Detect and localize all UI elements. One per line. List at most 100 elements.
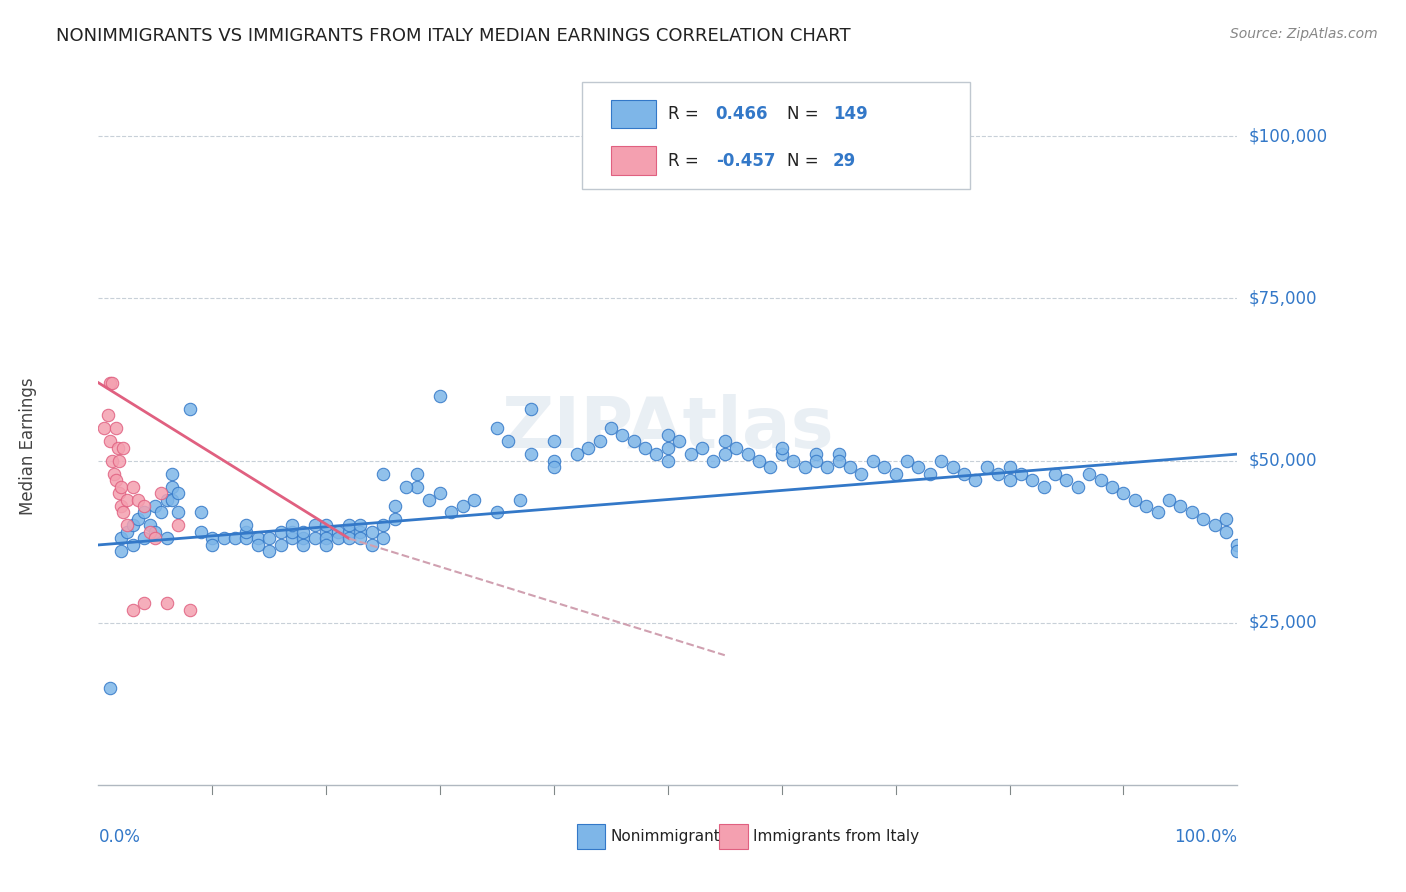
Point [1123, 492, 1146, 507]
Point [201, 532, 224, 546]
Point [828, 453, 851, 467]
Point [121, 603, 143, 617]
Point [384, 512, 406, 526]
Point [634, 441, 657, 455]
Point [326, 524, 349, 539]
Point [1146, 506, 1168, 520]
Text: Immigrants from Italy: Immigrants from Italy [754, 829, 920, 844]
Text: $100,000: $100,000 [1249, 128, 1327, 145]
Point [167, 506, 190, 520]
Point [782, 453, 804, 467]
Point [1226, 538, 1249, 552]
Point [270, 538, 292, 552]
Text: 149: 149 [832, 105, 868, 123]
Bar [576, 824, 605, 849]
Point [349, 524, 371, 539]
Point [98, 376, 121, 390]
Point [929, 453, 952, 467]
Point [246, 532, 269, 546]
Point [543, 434, 565, 449]
Point [804, 447, 827, 461]
Point [498, 434, 520, 449]
Point [815, 460, 838, 475]
Point [1067, 479, 1090, 493]
Point [115, 524, 138, 539]
Point [612, 427, 634, 442]
Text: $75,000: $75,000 [1249, 289, 1317, 308]
Point [384, 499, 406, 513]
Text: Source: ZipAtlas.com: Source: ZipAtlas.com [1230, 27, 1378, 41]
Point [725, 441, 748, 455]
Point [304, 518, 326, 533]
Point [110, 479, 132, 493]
Point [337, 518, 360, 533]
Point [1157, 492, 1180, 507]
Text: 100.0%: 100.0% [1174, 828, 1237, 846]
Point [127, 492, 149, 507]
Point [486, 506, 509, 520]
Point [429, 389, 451, 403]
Point [828, 447, 851, 461]
Point [1135, 499, 1157, 513]
Point [440, 506, 463, 520]
Point [132, 499, 155, 513]
Point [1192, 512, 1215, 526]
Point [112, 441, 135, 455]
Point [145, 532, 167, 546]
Point [315, 518, 337, 533]
Point [1010, 467, 1032, 481]
Point [702, 453, 724, 467]
Point [714, 447, 737, 461]
Point [543, 460, 565, 475]
Point [145, 524, 167, 539]
Point [235, 518, 257, 533]
Point [246, 538, 269, 552]
Point [132, 532, 155, 546]
Text: ZIPAtlas: ZIPAtlas [502, 393, 834, 463]
Point [132, 506, 155, 520]
Point [108, 486, 131, 500]
Point [486, 421, 509, 435]
Point [371, 467, 394, 481]
Point [201, 538, 224, 552]
Point [96, 408, 118, 422]
Point [737, 447, 759, 461]
Point [93, 421, 115, 435]
Point [162, 492, 184, 507]
Point [839, 460, 862, 475]
Point [121, 479, 143, 493]
Point [190, 506, 212, 520]
Point [150, 486, 173, 500]
Point [896, 453, 918, 467]
Point [451, 499, 474, 513]
Point [804, 453, 827, 467]
Point [759, 460, 782, 475]
Point [714, 434, 737, 449]
Text: 0.466: 0.466 [716, 105, 768, 123]
Point [326, 532, 349, 546]
Point [851, 467, 873, 481]
Point [623, 434, 645, 449]
Point [1215, 512, 1237, 526]
Point [292, 524, 315, 539]
Text: R =: R = [668, 152, 704, 169]
Point [1032, 479, 1054, 493]
Text: N =: N = [787, 105, 824, 123]
Point [1021, 473, 1043, 487]
Point [315, 532, 337, 546]
Point [1043, 467, 1066, 481]
Point [167, 486, 190, 500]
Text: NONIMMIGRANTS VS IMMIGRANTS FROM ITALY MEDIAN EARNINGS CORRELATION CHART: NONIMMIGRANTS VS IMMIGRANTS FROM ITALY M… [56, 27, 851, 45]
Point [1181, 506, 1204, 520]
Point [793, 460, 815, 475]
Point [576, 441, 599, 455]
Point [349, 518, 371, 533]
FancyBboxPatch shape [582, 82, 970, 189]
Bar [718, 824, 748, 849]
Point [281, 524, 304, 539]
Point [360, 524, 382, 539]
Point [104, 473, 127, 487]
Point [520, 401, 543, 416]
Point [748, 453, 770, 467]
Point [110, 544, 132, 558]
